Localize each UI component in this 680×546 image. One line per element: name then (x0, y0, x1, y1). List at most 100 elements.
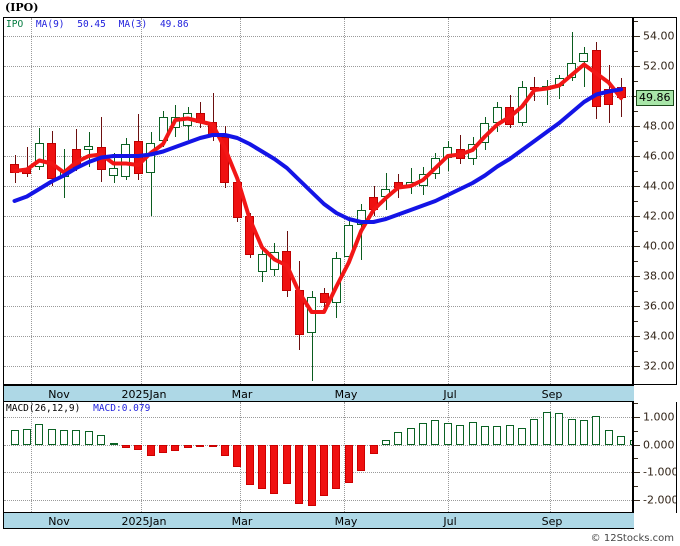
price-y-minor-tick (634, 321, 638, 322)
candle-body (96, 147, 106, 170)
footer-credit: © 12Stocks.com (590, 533, 674, 544)
candle-body (356, 210, 366, 225)
price-gridline (4, 336, 632, 337)
price-legend: IPO MA(9) 50.45 MA(3) 49.86 (6, 19, 196, 31)
macd-histogram-bar (419, 423, 428, 445)
price-y-label: 42.00 (643, 209, 675, 223)
price-y-minor-tick (634, 201, 638, 202)
macd-y-minor-tick (634, 485, 638, 487)
macd-histogram-bar (121, 444, 130, 448)
candle-body (59, 171, 69, 177)
candle-body (71, 148, 81, 168)
price-gridline (4, 276, 632, 277)
macd-histogram-bar (592, 415, 601, 445)
candle-body (505, 106, 515, 125)
macd-y-tick (634, 472, 640, 474)
price-y-minor-tick (634, 351, 638, 352)
price-y-tick (634, 366, 640, 367)
price-y-tick (634, 246, 640, 247)
price-y-minor-tick (634, 141, 638, 142)
macd-histogram-bar (480, 425, 489, 445)
macd-histogram-bar (443, 423, 452, 445)
price-y-label: 32.00 (643, 359, 675, 373)
price-y-tick (634, 66, 640, 67)
candle-body (208, 121, 218, 137)
candle-body (257, 253, 267, 272)
macd-histogram-bar (530, 418, 539, 445)
price-y-tick (634, 126, 640, 127)
date-axis-label: Nov (48, 515, 70, 528)
date-axis-label: Nov (48, 388, 70, 401)
macd-y-tick (634, 444, 640, 446)
candle-body (331, 258, 341, 303)
macd-histogram-bar (10, 429, 19, 445)
macd-histogram-bar (134, 444, 143, 451)
price-y-minor-tick (634, 111, 638, 112)
price-gridline (4, 96, 632, 97)
ma3-line (12, 62, 624, 314)
candle-body (195, 112, 205, 123)
price-y-label: 44.00 (643, 179, 675, 193)
candle-body (381, 189, 391, 197)
candle-body (554, 78, 564, 86)
candle-body (220, 136, 230, 183)
candle-body (579, 52, 589, 62)
macd-y-tick (634, 417, 640, 419)
candle-body (146, 142, 156, 173)
candle-body (10, 163, 19, 173)
date-axis-label: May (334, 388, 358, 401)
price-gridline (4, 216, 632, 217)
price-month-gridline (31, 18, 32, 384)
candle-body (480, 123, 490, 143)
macd-histogram-bar (72, 430, 81, 445)
candle-body (604, 88, 614, 105)
price-y-tick (634, 36, 640, 37)
page-title: (IPO) (5, 1, 39, 14)
candle-body (455, 148, 465, 159)
macd-histogram-bar (171, 444, 180, 451)
price-y-minor-tick (634, 231, 638, 232)
macd-histogram-bar (282, 444, 291, 484)
candle-wick (312, 291, 313, 381)
last-price-tag: 49.86 (636, 90, 674, 107)
macd-histogram-bar (22, 429, 31, 445)
macd-histogram-bar (146, 444, 155, 457)
macd-histogram-bar (307, 444, 316, 506)
candle-body (158, 117, 168, 141)
price-y-tick (634, 306, 640, 307)
candle-body (517, 87, 527, 123)
macd-histogram-bar (381, 439, 390, 445)
candle-body (294, 289, 304, 335)
macd-histogram-bar (183, 444, 192, 449)
price-y-label: 54.00 (643, 29, 675, 43)
macd-histogram-bar (208, 444, 217, 448)
macd-y-tick (634, 499, 640, 501)
price-y-label: 34.00 (643, 329, 675, 343)
candle-body (245, 216, 255, 255)
price-y-tick (634, 216, 640, 217)
macd-histogram-bar (468, 422, 477, 445)
macd-histogram-bar (629, 439, 632, 445)
date-axis-label: May (334, 515, 358, 528)
macd-y-label: -2.000 (643, 493, 677, 507)
macd-month-gridline (448, 402, 449, 512)
macd-y-minor-tick (634, 403, 638, 405)
price-y-axis: 54.0052.0050.0048.0046.0044.0042.0040.00… (632, 18, 676, 384)
macd-histogram-bar (270, 444, 279, 494)
price-gridline (4, 126, 632, 127)
macd-histogram-bar (518, 427, 527, 445)
macd-gridline (4, 472, 632, 474)
candle-body (170, 117, 180, 128)
candle-body (468, 144, 478, 159)
macd-gridline (4, 417, 632, 419)
macd-histogram-bar (369, 444, 378, 455)
macd-histogram-bar (159, 444, 168, 454)
candle-body (616, 87, 626, 98)
macd-histogram-bar (456, 424, 465, 445)
date-axis-label: 2025Jan (121, 388, 167, 401)
macd-histogram-bar (320, 444, 328, 496)
candle-wick (621, 78, 622, 117)
date-axis-label: Jul (443, 388, 457, 401)
date-axis-label: 2025Jan (121, 515, 167, 528)
